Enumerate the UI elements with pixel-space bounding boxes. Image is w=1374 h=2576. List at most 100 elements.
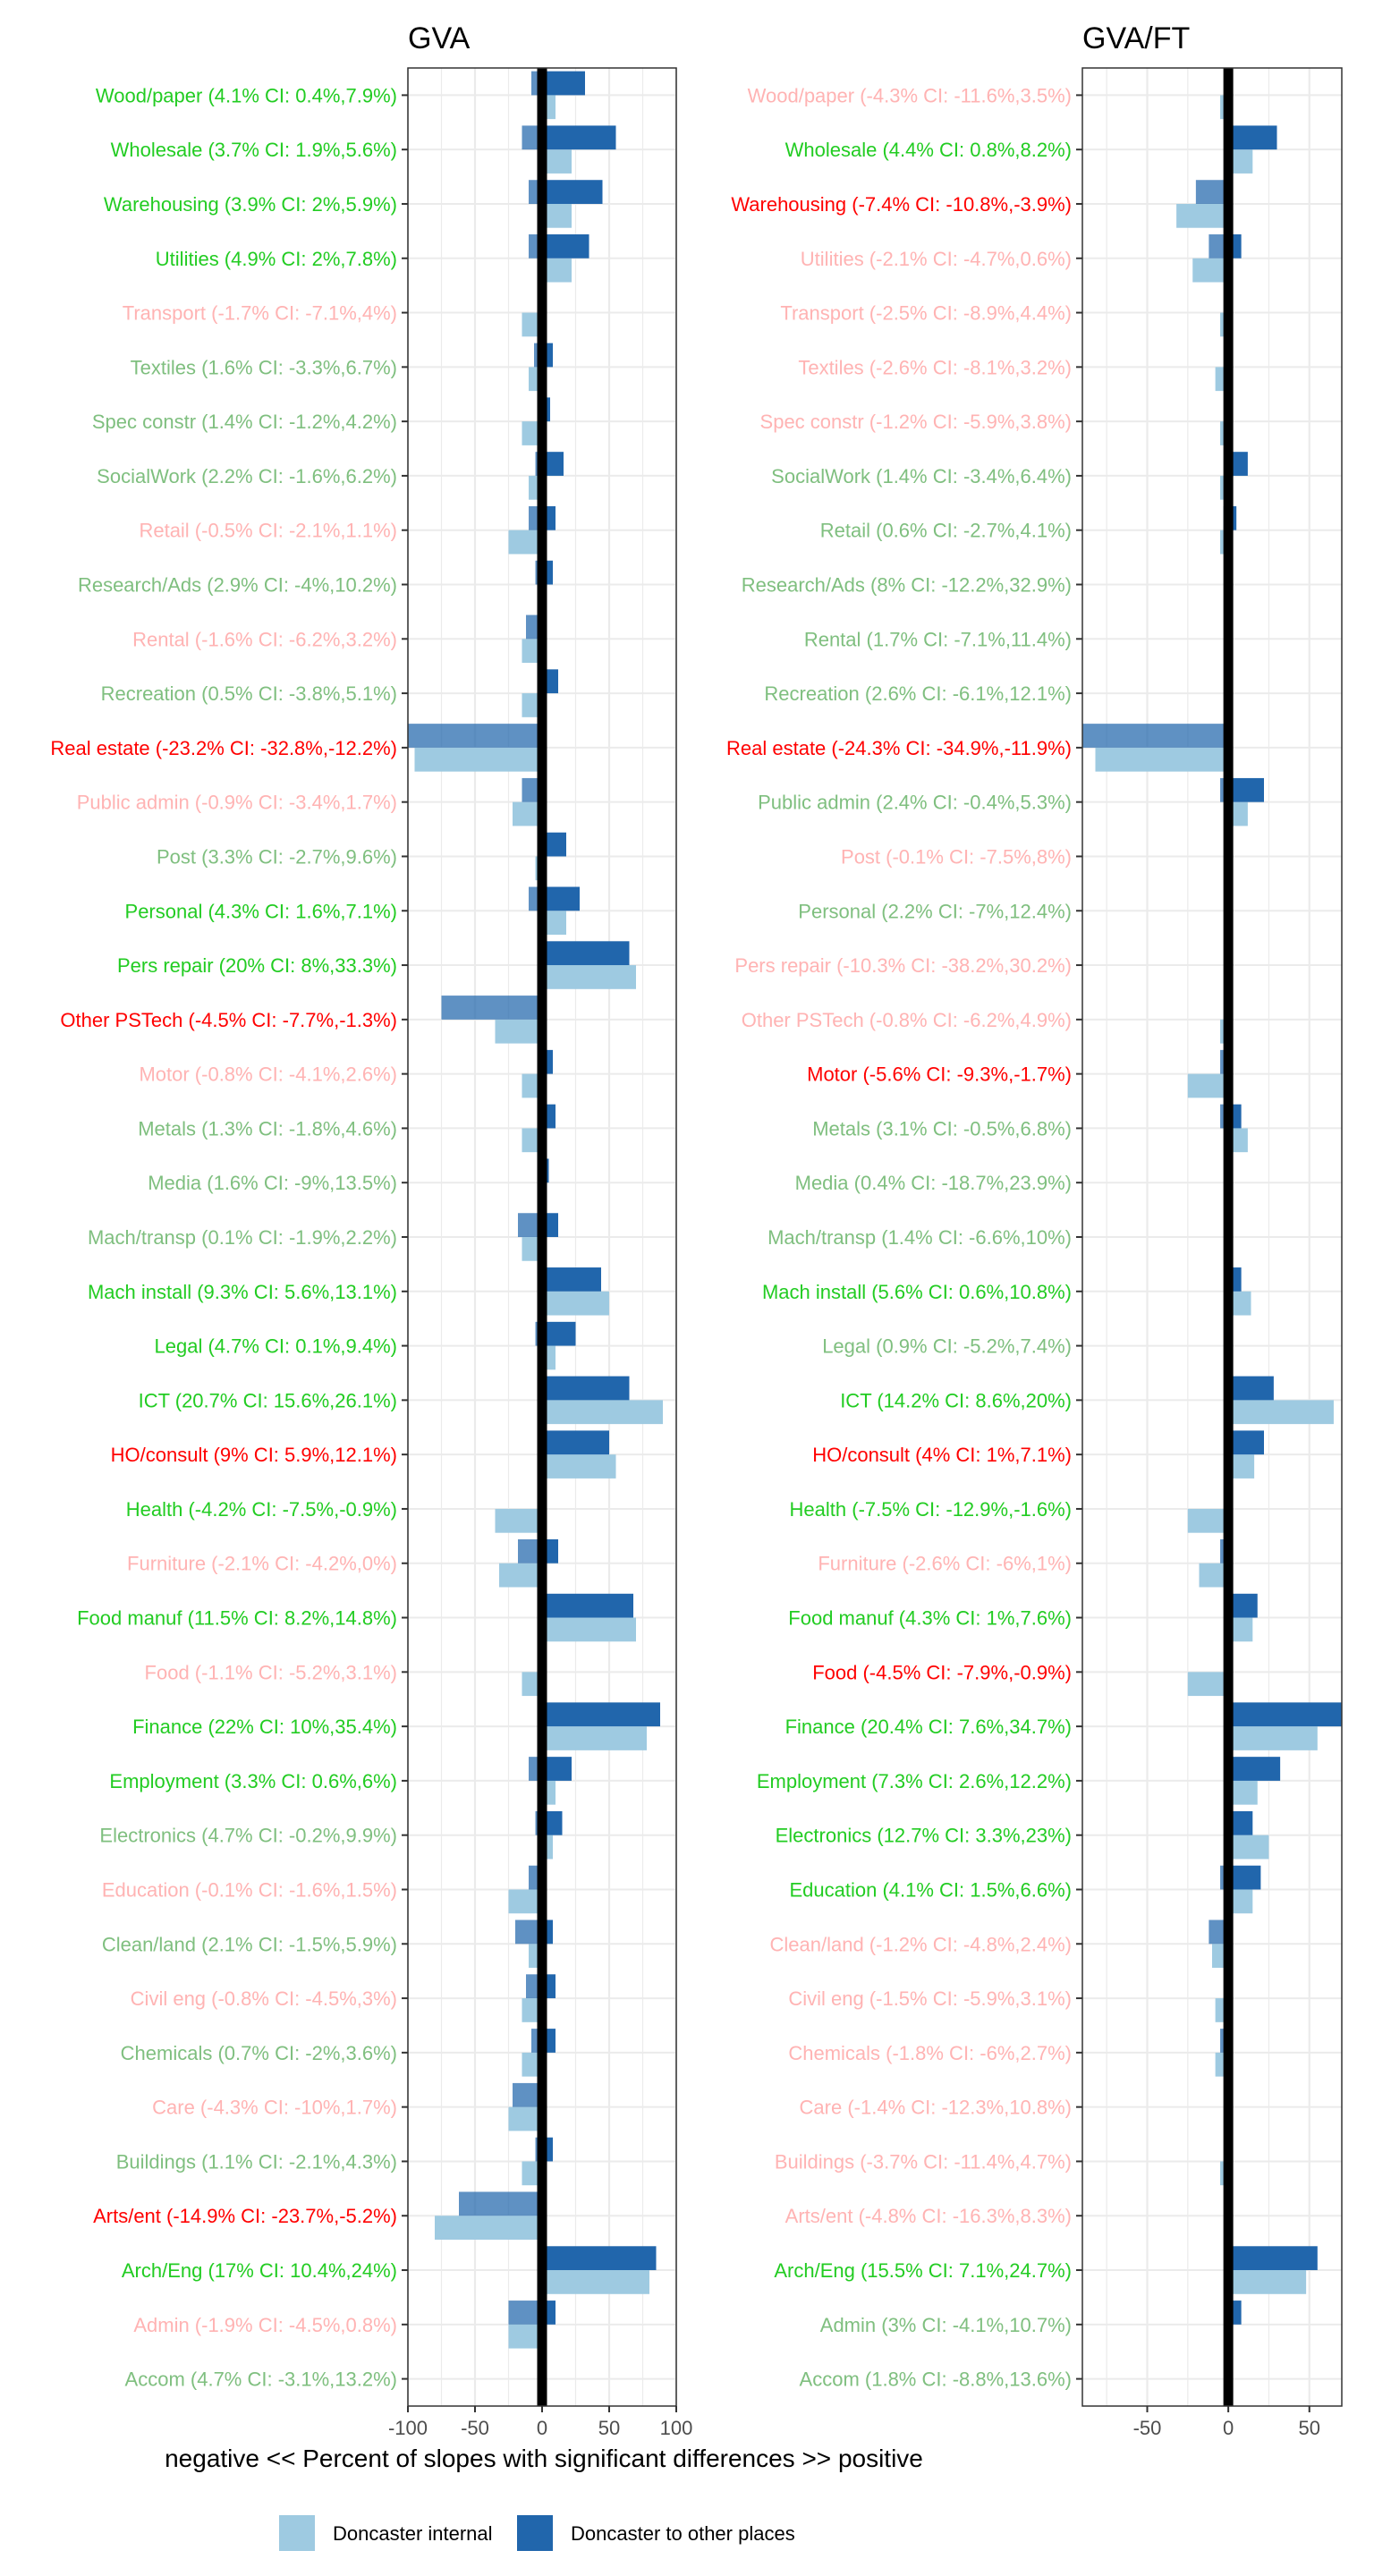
row-label: SocialWork (2.2% CI: -1.6%,6.2%) — [97, 465, 397, 487]
bar-internal — [1192, 258, 1229, 283]
x-tick-label: 0 — [1223, 2417, 1234, 2439]
legend-label-internal: Doncaster internal — [333, 2522, 493, 2545]
row-label: Food (-4.5% CI: -7.9%,-0.9%) — [812, 1661, 1072, 1683]
row-label: Education (-0.1% CI: -1.6%,1.5%) — [102, 1878, 397, 1901]
row-label: Pers repair (20% CI: 8%,33.3%) — [117, 954, 397, 977]
row-label: Accom (4.7% CI: -3.1%,13.2%) — [125, 2368, 397, 2391]
row-label: Employment (7.3% CI: 2.6%,12.2%) — [757, 1770, 1072, 1792]
row-label: Rental (-1.6% CI: -6.2%,3.2%) — [132, 628, 397, 650]
row-label: Media (1.6% CI: -9%,13.5%) — [148, 1172, 397, 1194]
bar-internal — [414, 747, 542, 772]
row-label: Recreation (2.6% CI: -6.1%,12.1%) — [764, 682, 1072, 705]
row-label: Real estate (-24.3% CI: -34.9%,-11.9%) — [726, 737, 1072, 759]
row-label: Transport (-1.7% CI: -7.1%,4%) — [123, 302, 397, 325]
bar-other-places — [459, 2191, 542, 2216]
bar-internal — [542, 1454, 616, 1479]
row-label: Education (4.1% CI: 1.5%,6.6%) — [790, 1878, 1073, 1901]
bar-other-places — [1228, 1430, 1264, 1455]
bar-internal — [542, 2270, 649, 2294]
row-label: Buildings (-3.7% CI: -11.4%,4.7%) — [775, 2150, 1072, 2173]
row-label: Warehousing (3.9% CI: 2%,5.9%) — [104, 193, 397, 216]
x-tick-label: 100 — [660, 2417, 693, 2439]
bar-internal — [1228, 1835, 1269, 1860]
bar-internal — [1187, 1672, 1229, 1697]
row-label: Health (-7.5% CI: -12.9%,-1.6%) — [790, 1498, 1072, 1521]
row-label: Spec constr (-1.2% CI: -5.9%,3.8%) — [760, 411, 1072, 433]
bar-other-places — [542, 941, 630, 966]
row-label: Legal (0.9% CI: -5.2%,7.4%) — [822, 1335, 1072, 1358]
bar-internal — [508, 530, 542, 555]
row-label: Admin (3% CI: -4.1%,10.7%) — [820, 2314, 1072, 2336]
row-label: Care (-1.4% CI: -12.3%,10.8%) — [800, 2097, 1072, 2119]
bar-internal — [522, 1237, 542, 1261]
bar-internal — [508, 2324, 542, 2349]
bar-other-places — [542, 1321, 576, 1346]
row-label: Motor (-5.6% CI: -9.3%,-1.7%) — [807, 1063, 1072, 1086]
bar-other-places — [408, 724, 542, 748]
row-label: Employment (3.3% CI: 0.6%,6%) — [109, 1770, 397, 1792]
bar-other-places-negative — [522, 125, 542, 150]
row-label: Media (0.4% CI: -18.7%,23.9%) — [795, 1172, 1072, 1194]
bar-other-places — [542, 886, 580, 911]
row-label: Retail (0.6% CI: -2.7%,4.1%) — [820, 520, 1072, 542]
row-label: Chemicals (0.7% CI: -2%,3.6%) — [121, 2042, 397, 2064]
bar-other-places — [1228, 1702, 1342, 1727]
row-label: Public admin (2.4% CI: -0.4%,5.3%) — [758, 792, 1072, 814]
x-tick-label: -100 — [388, 2417, 428, 2439]
row-label: Civil eng (-1.5% CI: -5.9%,3.1%) — [788, 1987, 1072, 2010]
bar-other-places — [1228, 1865, 1261, 1890]
bar-other-places — [542, 1593, 633, 1618]
row-label: Legal (4.7% CI: 0.1%,9.4%) — [155, 1335, 397, 1358]
row-label: Wholesale (4.4% CI: 0.8%,8.2%) — [785, 139, 1072, 161]
bar-internal — [522, 312, 542, 337]
row-label: Personal (2.2% CI: -7%,12.4%) — [798, 900, 1072, 922]
legend-swatch-other-places — [517, 2515, 553, 2551]
bar-other-places — [542, 1267, 601, 1292]
row-label: Food (-1.1% CI: -5.2%,3.1%) — [145, 1661, 397, 1683]
bar-internal — [1176, 203, 1229, 228]
row-label: Health (-4.2% CI: -7.5%,-0.9%) — [126, 1498, 397, 1521]
row-label: Real estate (-23.2% CI: -32.8%,-12.2%) — [50, 737, 397, 759]
bar-internal — [542, 1291, 609, 1316]
row-label: Arch/Eng (17% CI: 10.4%,24%) — [122, 2259, 397, 2282]
bar-internal — [522, 2161, 542, 2186]
row-label: Spec constr (1.4% CI: -1.2%,4.2%) — [92, 411, 397, 433]
bar-internal — [522, 693, 542, 717]
bar-other-places — [1228, 1757, 1281, 1781]
bar-internal — [435, 2216, 542, 2240]
row-label: Textiles (-2.6% CI: -8.1%,3.2%) — [798, 356, 1072, 378]
bar-other-places — [542, 234, 589, 258]
row-label: Care (-4.3% CI: -10%,1.7%) — [152, 2097, 397, 2119]
row-label: Wholesale (3.7% CI: 1.9%,5.6%) — [111, 139, 397, 161]
bar-internal — [522, 1073, 542, 1098]
bar-internal — [1228, 1726, 1318, 1750]
panel-title-gva-ft: GVA/FT — [1082, 21, 1190, 55]
row-label: Accom (1.8% CI: -8.8%,13.6%) — [800, 2368, 1072, 2391]
legend-swatch-internal — [279, 2515, 315, 2551]
bar-internal — [542, 1617, 636, 1642]
row-label: Wood/paper (-4.3% CI: -11.6%,3.5%) — [748, 84, 1072, 106]
row-label: Admin (-1.9% CI: -4.5%,0.8%) — [133, 2314, 397, 2336]
row-label: HO/consult (4% CI: 1%,7.1%) — [812, 1444, 1072, 1466]
row-label: Chemicals (-1.8% CI: -6%,2.7%) — [788, 2042, 1072, 2064]
bar-other-places — [542, 1430, 609, 1455]
bar-other-places — [542, 180, 603, 204]
bar-other-places — [542, 1376, 630, 1401]
bar-internal — [542, 965, 636, 989]
panel-border — [1081, 67, 1343, 2407]
row-label: Mach install (5.6% CI: 0.6%,10.8%) — [762, 1281, 1072, 1303]
row-label: HO/consult (9% CI: 5.9%,12.1%) — [111, 1444, 397, 1466]
row-label: Pers repair (-10.3% CI: -38.2%,30.2%) — [734, 954, 1072, 977]
bar-other-places — [542, 1810, 563, 1835]
x-axis-label: negative << Percent of slopes with signi… — [165, 2445, 923, 2472]
row-label: Other PSTech (-0.8% CI: -6.2%,4.9%) — [742, 1009, 1072, 1031]
bar-other-places — [542, 2246, 657, 2271]
row-label: Post (3.3% CI: -2.7%,9.6%) — [157, 845, 397, 868]
row-label: Furniture (-2.6% CI: -6%,1%) — [818, 1553, 1072, 1575]
x-tick-label: -50 — [1133, 2417, 1162, 2439]
row-label: ICT (14.2% CI: 8.6%,20%) — [840, 1389, 1072, 1411]
row-label: Food manuf (4.3% CI: 1%,7.6%) — [788, 1607, 1072, 1630]
bar-internal — [522, 1672, 542, 1697]
bar-other-places — [1195, 180, 1229, 204]
panel-gva-ft: Wood/paper (-4.3% CI: -11.6%,3.5%) Wholes… — [726, 67, 1343, 2439]
